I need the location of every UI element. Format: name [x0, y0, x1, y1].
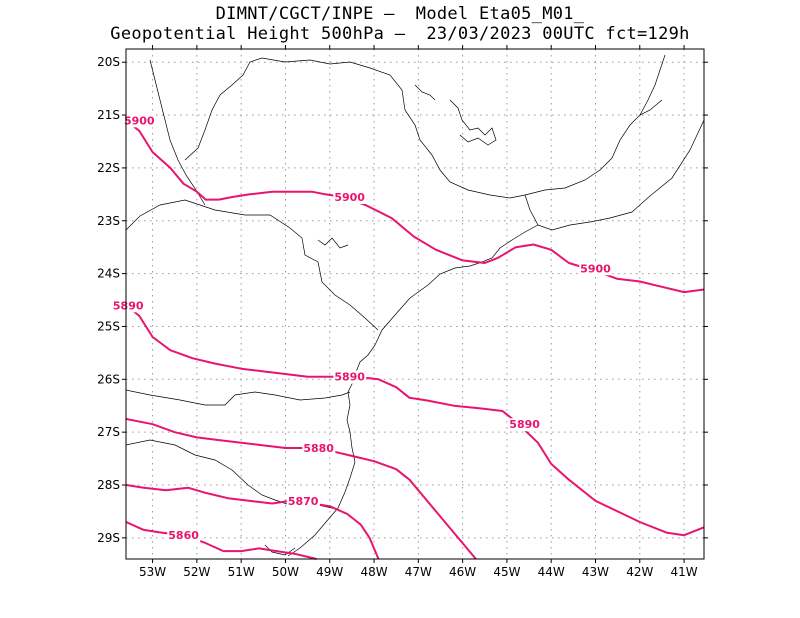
state-border-mg-sp [184, 57, 526, 199]
lat-tick-label: 26S [97, 372, 120, 386]
contour-label: 5890 [509, 418, 540, 431]
contours [125, 119, 705, 560]
river-reservoir-2 [317, 237, 349, 249]
lat-tick-label: 28S [97, 478, 120, 492]
contour-label: 5900 [334, 191, 365, 204]
political-borders [125, 54, 705, 557]
title-line-2: Geopotential Height 500hPa – 23/03/2023 … [110, 24, 690, 44]
state-border-mg-rj [524, 99, 663, 196]
contour-label: 5870 [288, 495, 319, 508]
lon-tick-label: 51W [228, 565, 255, 579]
lon-tick-label: 42W [626, 565, 653, 579]
contour-label: 5900 [124, 114, 155, 127]
contour-label: 5890 [334, 371, 365, 384]
contour-label: 5860 [168, 529, 199, 542]
river-reservoir-3 [414, 84, 436, 101]
lat-tick-label: 27S [97, 425, 120, 439]
longitude-axis: 53W 52W 51W 50W 49W 48W 47W 46W 45W 44W 43W 42W 41W [139, 45, 698, 579]
contour-labels: 5900 5900 5900 5890 5890 5890 5880 5870 5860 [111, 114, 613, 543]
contour-5890 [125, 304, 705, 537]
river-reservoir-1 [449, 99, 497, 146]
lat-tick-label: 21S [97, 108, 120, 122]
contour-5860 [125, 521, 317, 560]
lat-tick-label: 25S [97, 319, 120, 333]
lon-tick-label: 48W [360, 565, 387, 579]
state-border-sp-pr [125, 199, 379, 331]
lat-tick-label: 20S [97, 55, 120, 69]
contour-label-bg [286, 494, 320, 508]
lon-tick-label: 44W [538, 565, 565, 579]
lat-tick-label: 24S [97, 267, 120, 281]
contour-label-bg [167, 529, 201, 543]
lagoon [264, 544, 296, 556]
contour-label-bg [333, 370, 367, 384]
lat-tick-label: 23S [97, 214, 120, 228]
latitude-axis: 20S 21S 22S 23S 24S 25S 26S 27S 28S 29S [97, 55, 708, 545]
gridlines [126, 49, 704, 559]
lon-tick-label: 50W [272, 565, 299, 579]
plot-frame [125, 48, 705, 560]
map-title: DIMNT/CGCT/INPE – Model Eta05_M01_ Geopo… [0, 4, 800, 44]
lon-tick-label: 49W [316, 565, 343, 579]
lon-tick-label: 52W [183, 565, 210, 579]
lon-tick-label: 53W [139, 565, 166, 579]
contour-label-bg [111, 299, 145, 313]
state-border-rj-sp [524, 194, 539, 226]
lon-tick-label: 41W [670, 565, 697, 579]
contour-label-bg [122, 114, 156, 128]
lon-tick-label: 47W [405, 565, 432, 579]
contour-label-bg [579, 262, 613, 276]
contour-label: 5900 [580, 262, 611, 275]
contour-label-bg [333, 190, 367, 204]
lon-tick-label: 45W [493, 565, 520, 579]
state-border-pr-sc [125, 389, 351, 406]
title-line-1: DIMNT/CGCT/INPE – Model Eta05_M01_ [215, 4, 585, 24]
coastline [287, 119, 705, 557]
lon-tick-label: 43W [582, 565, 609, 579]
contour-label: 5890 [113, 299, 144, 312]
lon-tick-label: 46W [449, 565, 476, 579]
lat-tick-label: 29S [97, 531, 120, 545]
lat-tick-label: 22S [97, 161, 120, 175]
contour-label-bg [508, 418, 542, 432]
contour-label-bg [302, 442, 336, 456]
state-border-mg-es [639, 54, 666, 116]
contour-label: 5880 [303, 442, 334, 455]
contour-5870 [125, 484, 380, 560]
state-border-ms-sp [149, 59, 206, 206]
